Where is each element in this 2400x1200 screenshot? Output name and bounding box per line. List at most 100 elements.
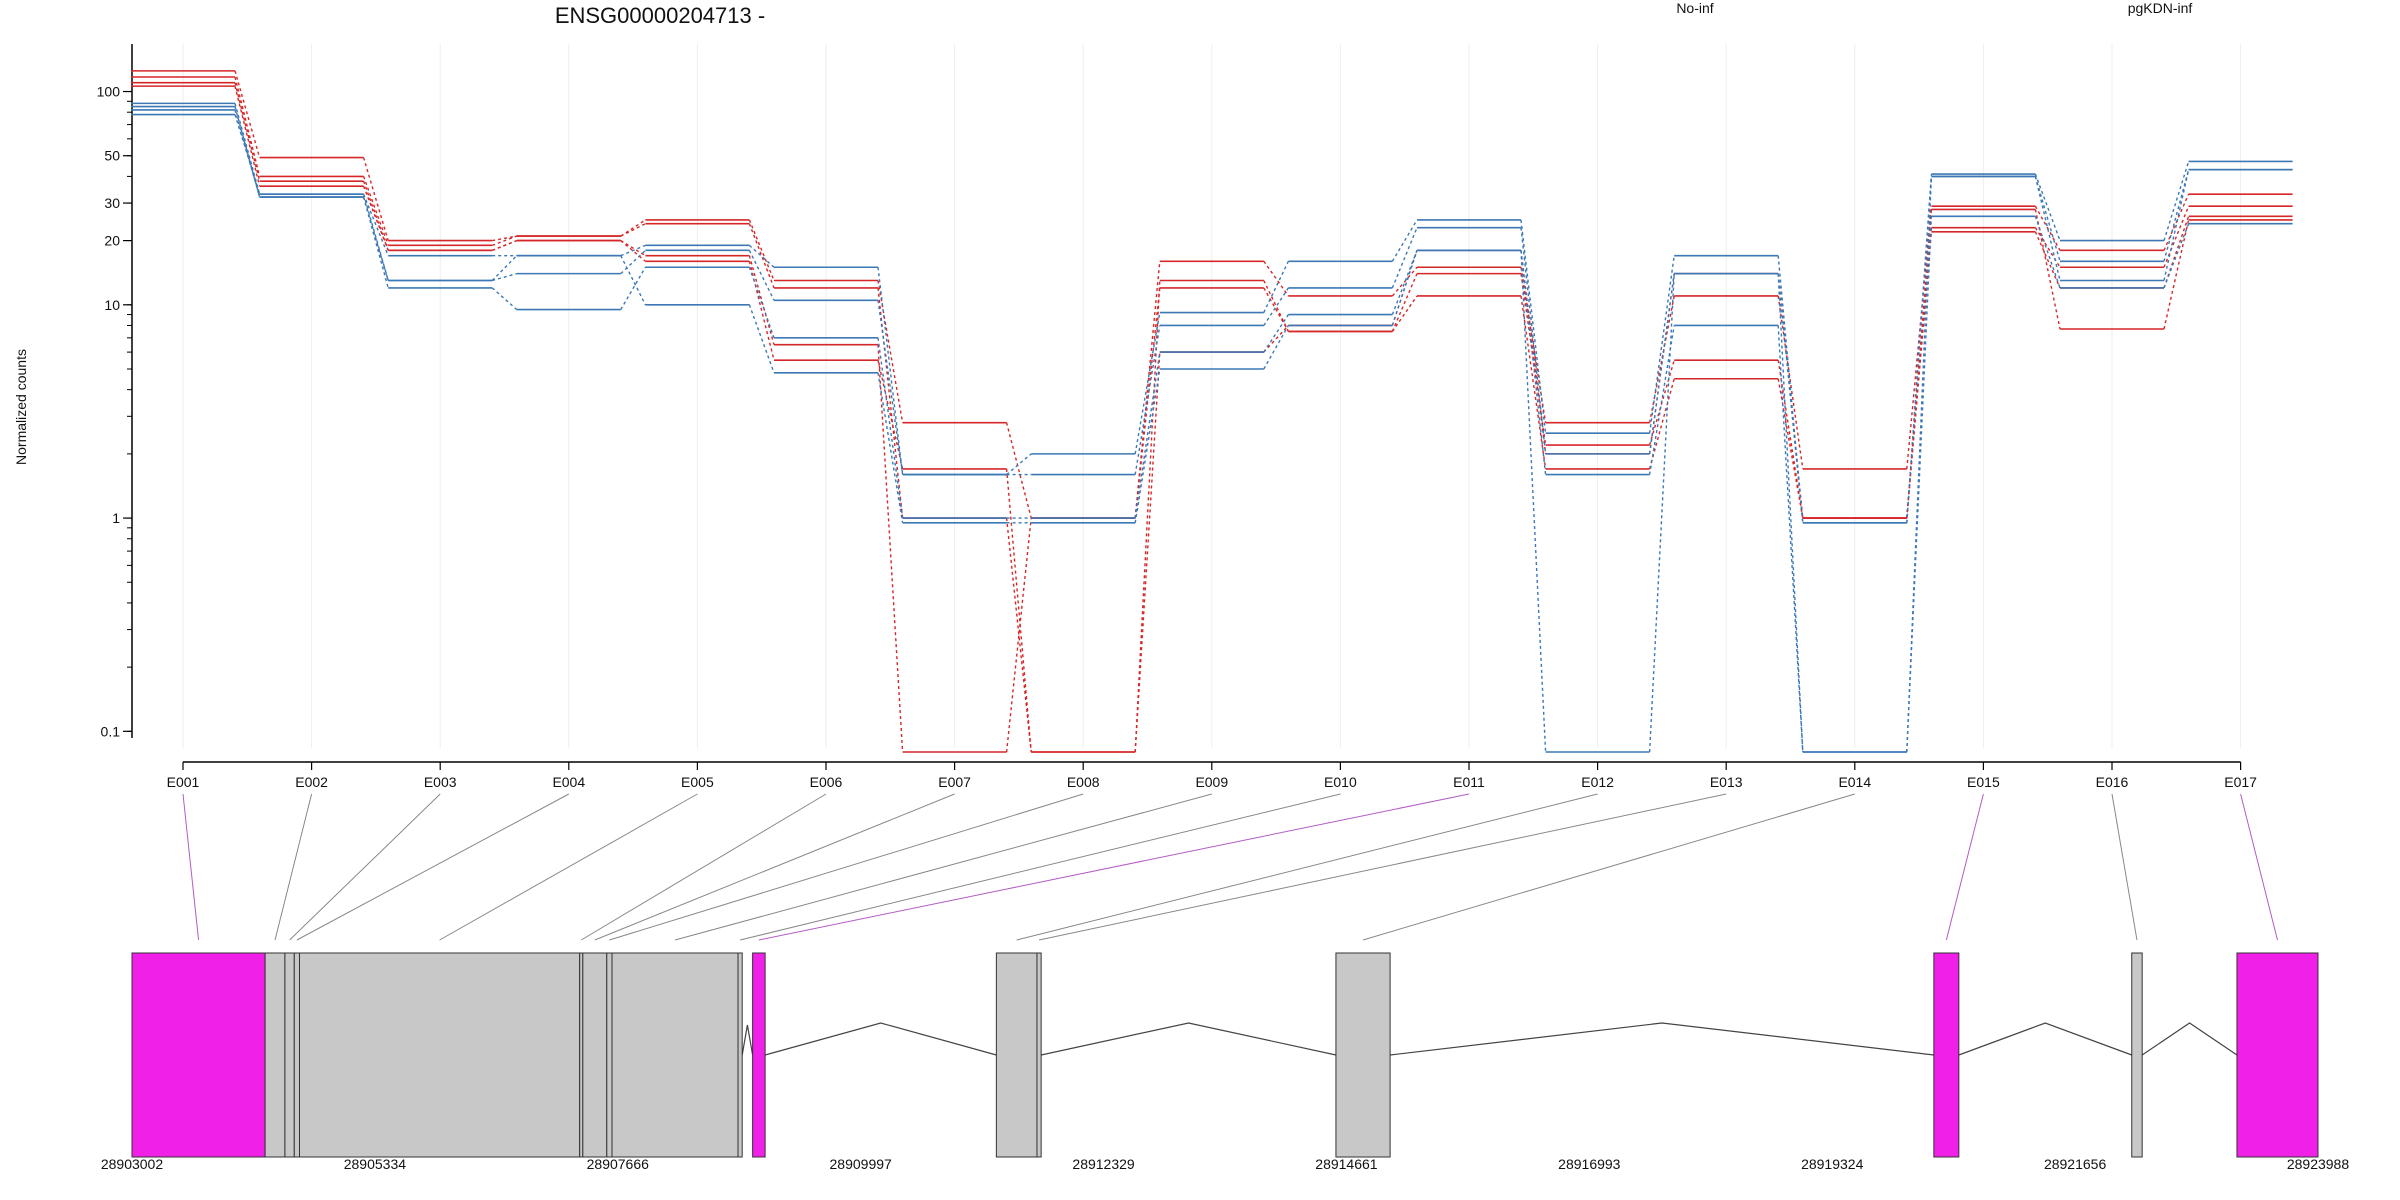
series-connector (1777, 295, 1804, 470)
x-tick-label-e009: E009 (1195, 774, 1228, 790)
series-connector (2163, 169, 2190, 281)
series-connector (748, 223, 775, 289)
y-tick-label: 20 (104, 233, 120, 249)
series-connector (748, 304, 775, 374)
x-tick-label-e005: E005 (681, 774, 714, 790)
y-tick-label: 50 (104, 148, 120, 164)
exon-connector-e014 (1362, 793, 1855, 941)
series-connector (1520, 250, 1547, 475)
x-tick-label-e014: E014 (1838, 774, 1871, 790)
series-connector (362, 185, 389, 251)
x-tick-label-e015: E015 (1967, 774, 2000, 790)
x-tick-label-e010: E010 (1324, 774, 1357, 790)
series-connector (1391, 273, 1418, 332)
exon-box-e008 (606, 952, 613, 1158)
series-connector (491, 235, 518, 247)
series-connector (362, 176, 389, 246)
x-tick-label-e017: E017 (2224, 774, 2257, 790)
series-connector (1263, 287, 1289, 326)
exon-connector-e007 (594, 793, 955, 941)
series-connector (620, 266, 647, 310)
series-connector (620, 223, 646, 237)
exon-connector-e009 (674, 793, 1212, 941)
x-tick-label-e006: E006 (810, 774, 843, 790)
series-connector (877, 337, 904, 519)
exon-box-e004 (293, 952, 300, 1158)
series-connector (1263, 324, 1289, 353)
series-connector (491, 239, 518, 252)
series-connector (234, 85, 261, 187)
series-connector (2163, 193, 2190, 251)
series-connector (362, 194, 389, 281)
exon-box-e005 (298, 952, 581, 1158)
exon-box-e014 (1335, 952, 1391, 1158)
exon-box-e016 (2131, 952, 2143, 1158)
y-axis-label: Normalized counts (13, 349, 29, 465)
series-connector (234, 70, 261, 158)
coordinate-label: 28916993 (1558, 1156, 1621, 1172)
series-connector (2163, 219, 2190, 330)
chart-title: ENSG00000204713 - (555, 3, 765, 28)
exon-box-e017 (2236, 952, 2319, 1158)
series-connector (1906, 209, 1933, 519)
coordinate-label: 28903002 (101, 1156, 164, 1172)
gridlines (182, 44, 2242, 748)
exon-connector-e005 (439, 793, 698, 941)
y-axis: 0.1 1 10 20 30 50 100 (97, 44, 133, 739)
series-connector (1263, 287, 1290, 332)
exon-box-e010 (737, 952, 743, 1158)
series-connector (748, 261, 775, 361)
series-connector (1520, 295, 1547, 470)
series-connector (1520, 227, 1547, 454)
series-connector (2034, 231, 2061, 289)
x-tick-label-e003: E003 (424, 774, 457, 790)
series-connector (2034, 176, 2061, 262)
series-connector (1906, 206, 1933, 469)
x-axis: E001 E002 E003 E004 E005 E006 E007 E008 E009 E010… (167, 761, 2257, 790)
exon-connector-e004 (296, 793, 570, 941)
exon-box-e009 (611, 952, 739, 1158)
y-tick-label: 10 (104, 297, 120, 313)
intron-line (1390, 1022, 1934, 1056)
series-connector (620, 219, 646, 237)
series-connector (1134, 368, 1161, 523)
exon-connector-e010 (739, 793, 1341, 941)
series-connector (1648, 273, 1675, 753)
exon-connector-e011 (758, 793, 1470, 941)
x-tick-label-e001: E001 (167, 774, 200, 790)
series-connector (234, 103, 261, 195)
series-connector (362, 196, 389, 289)
y-tick-label: 1 (112, 510, 120, 526)
exon-connector-e015 (1945, 793, 1984, 941)
series-connector (877, 300, 904, 475)
y-tick-label: 30 (104, 195, 120, 211)
intron-line (741, 1024, 754, 1056)
exon-connector-e002 (274, 793, 313, 941)
series-connector (1391, 219, 1418, 262)
exon-box-e011 (752, 952, 766, 1158)
coordinate-label: 28919324 (1801, 1156, 1864, 1172)
x-tick-label-e016: E016 (2096, 774, 2129, 790)
exon-box-e013 (1036, 952, 1042, 1158)
intron-line (2141, 1022, 2238, 1056)
coordinate-label: 28912329 (1072, 1156, 1135, 1172)
exon-box-e012 (995, 952, 1038, 1158)
series-connector (2163, 161, 2190, 241)
series-connector (362, 157, 389, 241)
intron-line (1958, 1022, 2132, 1056)
coordinate-label: 28907666 (587, 1156, 650, 1172)
exon-box-e001 (131, 952, 266, 1158)
exon-box-e015 (1933, 952, 1960, 1158)
series-connector (492, 235, 517, 242)
series-connector (1391, 250, 1418, 326)
series-connector (234, 114, 261, 195)
x-tick-label-e007: E007 (938, 774, 971, 790)
series-connector (877, 344, 904, 753)
series-connector (748, 267, 775, 339)
series-pgkdn-inf-8 (131, 113, 2293, 753)
legend-label-pgkdn-inf: pgKDN-inf (2128, 0, 2193, 16)
exon-box-e007 (582, 952, 608, 1158)
series-connector (620, 240, 646, 262)
exon-connector-e017 (2240, 793, 2278, 941)
